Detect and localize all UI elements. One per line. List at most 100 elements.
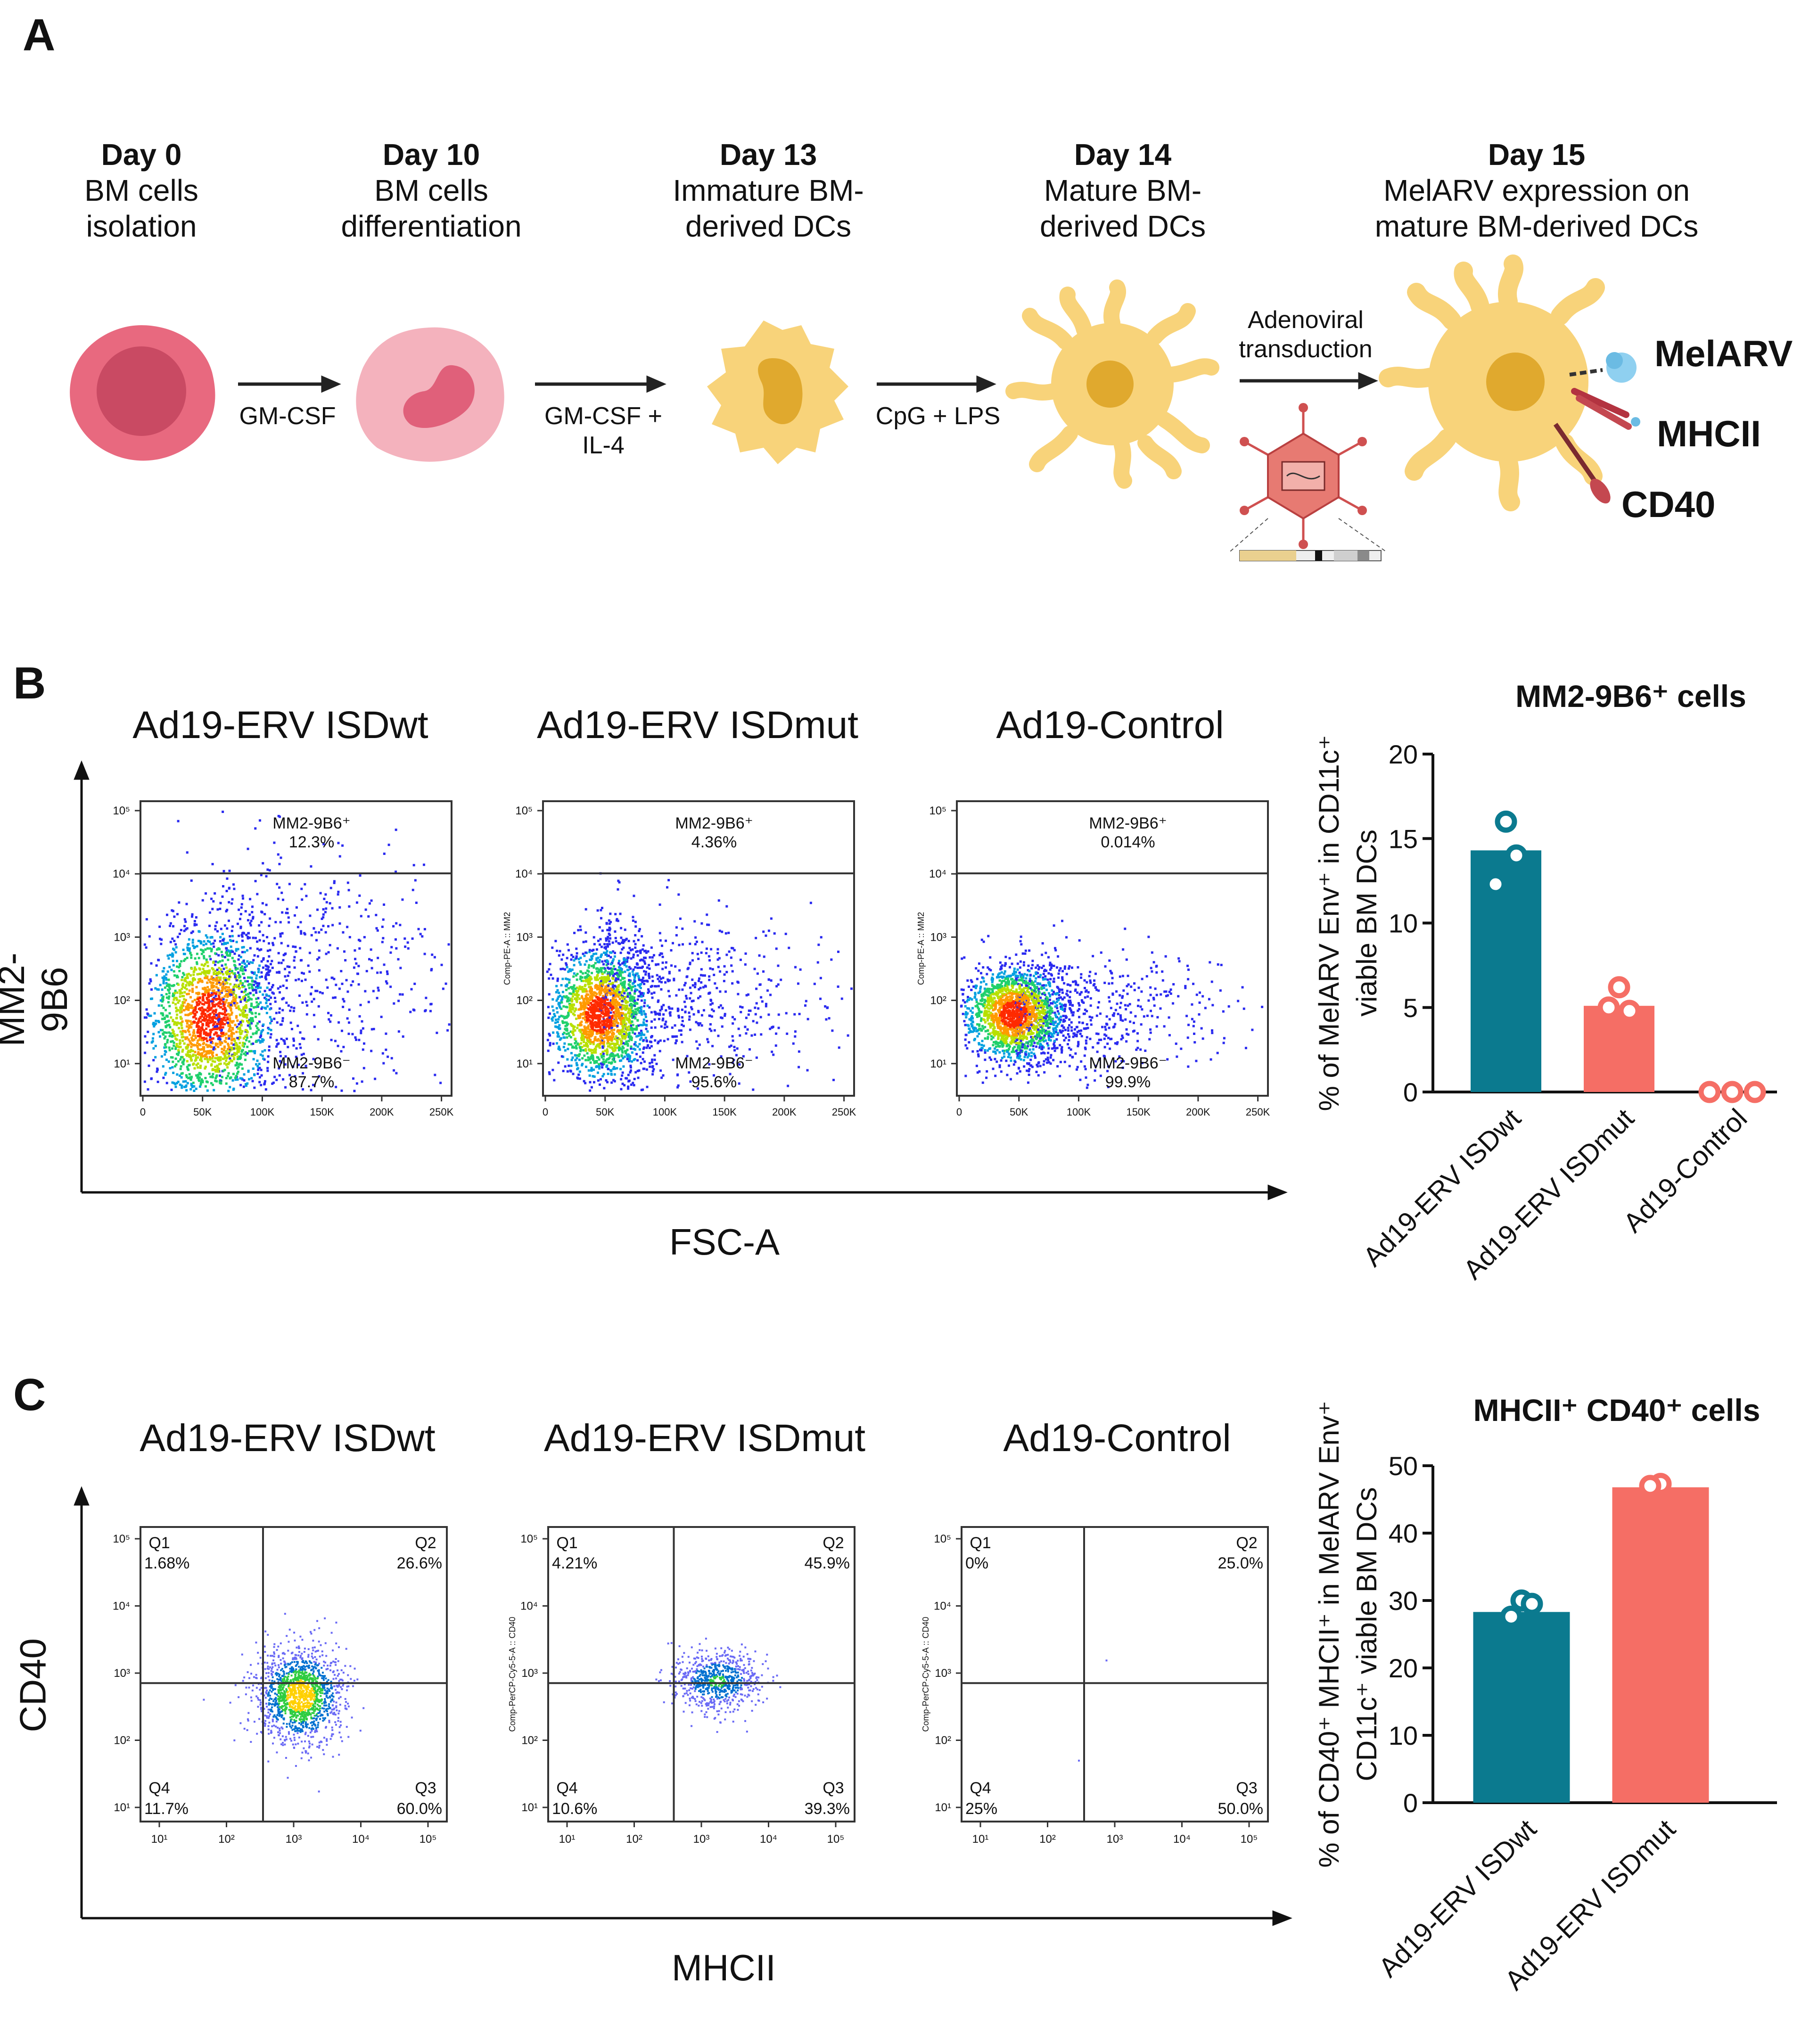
event-dot	[158, 937, 161, 940]
event-dot	[600, 970, 603, 973]
event-dot	[172, 910, 174, 912]
event-dot	[217, 994, 220, 997]
event-dot	[287, 1004, 290, 1007]
event-dot	[210, 1037, 213, 1040]
event-dot	[588, 1016, 591, 1018]
event-dot	[187, 1043, 190, 1046]
event-dot	[639, 1024, 642, 1026]
event-dot	[592, 1008, 595, 1010]
event-dot	[725, 905, 728, 908]
event-dot	[612, 1067, 615, 1070]
event-dot	[585, 1036, 588, 1039]
event-dot	[170, 1040, 173, 1043]
event-dot	[598, 961, 601, 964]
event-dot	[253, 1086, 256, 1089]
event-dot	[251, 1019, 254, 1022]
event-dot	[641, 1033, 643, 1036]
event-dot	[206, 997, 208, 1000]
event-dot	[579, 1022, 582, 1025]
event-dot	[585, 995, 588, 998]
event-dot	[209, 1008, 212, 1011]
event-dot	[591, 1051, 593, 1054]
event-dot	[218, 1058, 221, 1060]
event-dot	[197, 1075, 199, 1078]
event-dot	[608, 928, 610, 931]
event-dot	[255, 1032, 258, 1034]
event-dot	[429, 1010, 432, 1012]
event-dot	[674, 1042, 677, 1044]
event-dot	[205, 958, 208, 961]
event-dot	[226, 1052, 229, 1055]
event-dot	[268, 869, 271, 872]
event-dot	[356, 972, 359, 975]
event-dot	[167, 957, 170, 960]
event-dot	[637, 995, 640, 998]
event-dot	[260, 971, 263, 974]
event-dot	[622, 1012, 625, 1015]
event-dot	[617, 1056, 620, 1059]
event-dot	[175, 1045, 178, 1048]
event-dot	[214, 1005, 216, 1008]
event-dot	[179, 995, 181, 998]
event-dot	[633, 1043, 636, 1046]
event-dot	[195, 992, 198, 994]
event-dot	[792, 1042, 795, 1045]
event-dot	[562, 995, 565, 998]
event-dot	[163, 967, 165, 969]
event-dot	[597, 1045, 600, 1048]
event-dot	[363, 1042, 366, 1045]
event-dot	[194, 1051, 197, 1053]
event-dot	[185, 1005, 188, 1008]
event-dot	[176, 1034, 179, 1036]
event-dot	[583, 1000, 585, 1003]
event-dot	[237, 1070, 239, 1073]
event-dot	[607, 988, 610, 991]
event-dot	[237, 1005, 240, 1008]
event-dot	[690, 992, 692, 994]
event-dot	[581, 996, 584, 999]
event-dot	[407, 947, 410, 950]
event-dot	[568, 1043, 570, 1046]
event-dot	[174, 943, 177, 946]
event-dot	[665, 961, 667, 964]
event-dot	[185, 984, 188, 986]
event-dot	[184, 977, 187, 979]
event-dot	[606, 954, 609, 957]
event-dot	[235, 977, 238, 980]
event-dot	[168, 995, 171, 998]
event-dot	[237, 971, 239, 974]
event-dot	[587, 1024, 590, 1027]
event-dot	[625, 1053, 628, 1056]
event-dot	[625, 965, 628, 968]
event-dot	[217, 979, 220, 982]
event-dot	[670, 949, 673, 952]
event-dot	[214, 1048, 216, 1051]
event-dot	[186, 927, 189, 930]
event-dot	[636, 972, 639, 975]
event-dot	[184, 980, 187, 983]
event-dot	[568, 978, 571, 981]
event-dot	[387, 1055, 389, 1058]
event-dot	[613, 1028, 616, 1031]
event-dot	[212, 1004, 214, 1007]
event-dot	[190, 1076, 193, 1079]
event-dot	[250, 1011, 253, 1014]
event-dot	[179, 1006, 182, 1009]
event-dot	[607, 991, 610, 994]
event-dot	[440, 963, 443, 966]
event-dot	[258, 990, 261, 993]
event-dot	[209, 1050, 212, 1052]
event-dot	[584, 997, 586, 1000]
event-dot	[360, 915, 362, 918]
event-dot	[744, 963, 747, 966]
event-dot	[279, 1055, 282, 1058]
event-dot	[636, 1045, 639, 1048]
event-dot	[639, 966, 642, 969]
event-dot	[600, 967, 602, 969]
event-dot	[224, 942, 227, 945]
event-dot	[566, 1036, 568, 1039]
event-dot	[264, 1088, 267, 1091]
event-dot	[204, 991, 206, 993]
event-dot	[601, 929, 604, 932]
step-day: Day 10	[382, 138, 480, 172]
